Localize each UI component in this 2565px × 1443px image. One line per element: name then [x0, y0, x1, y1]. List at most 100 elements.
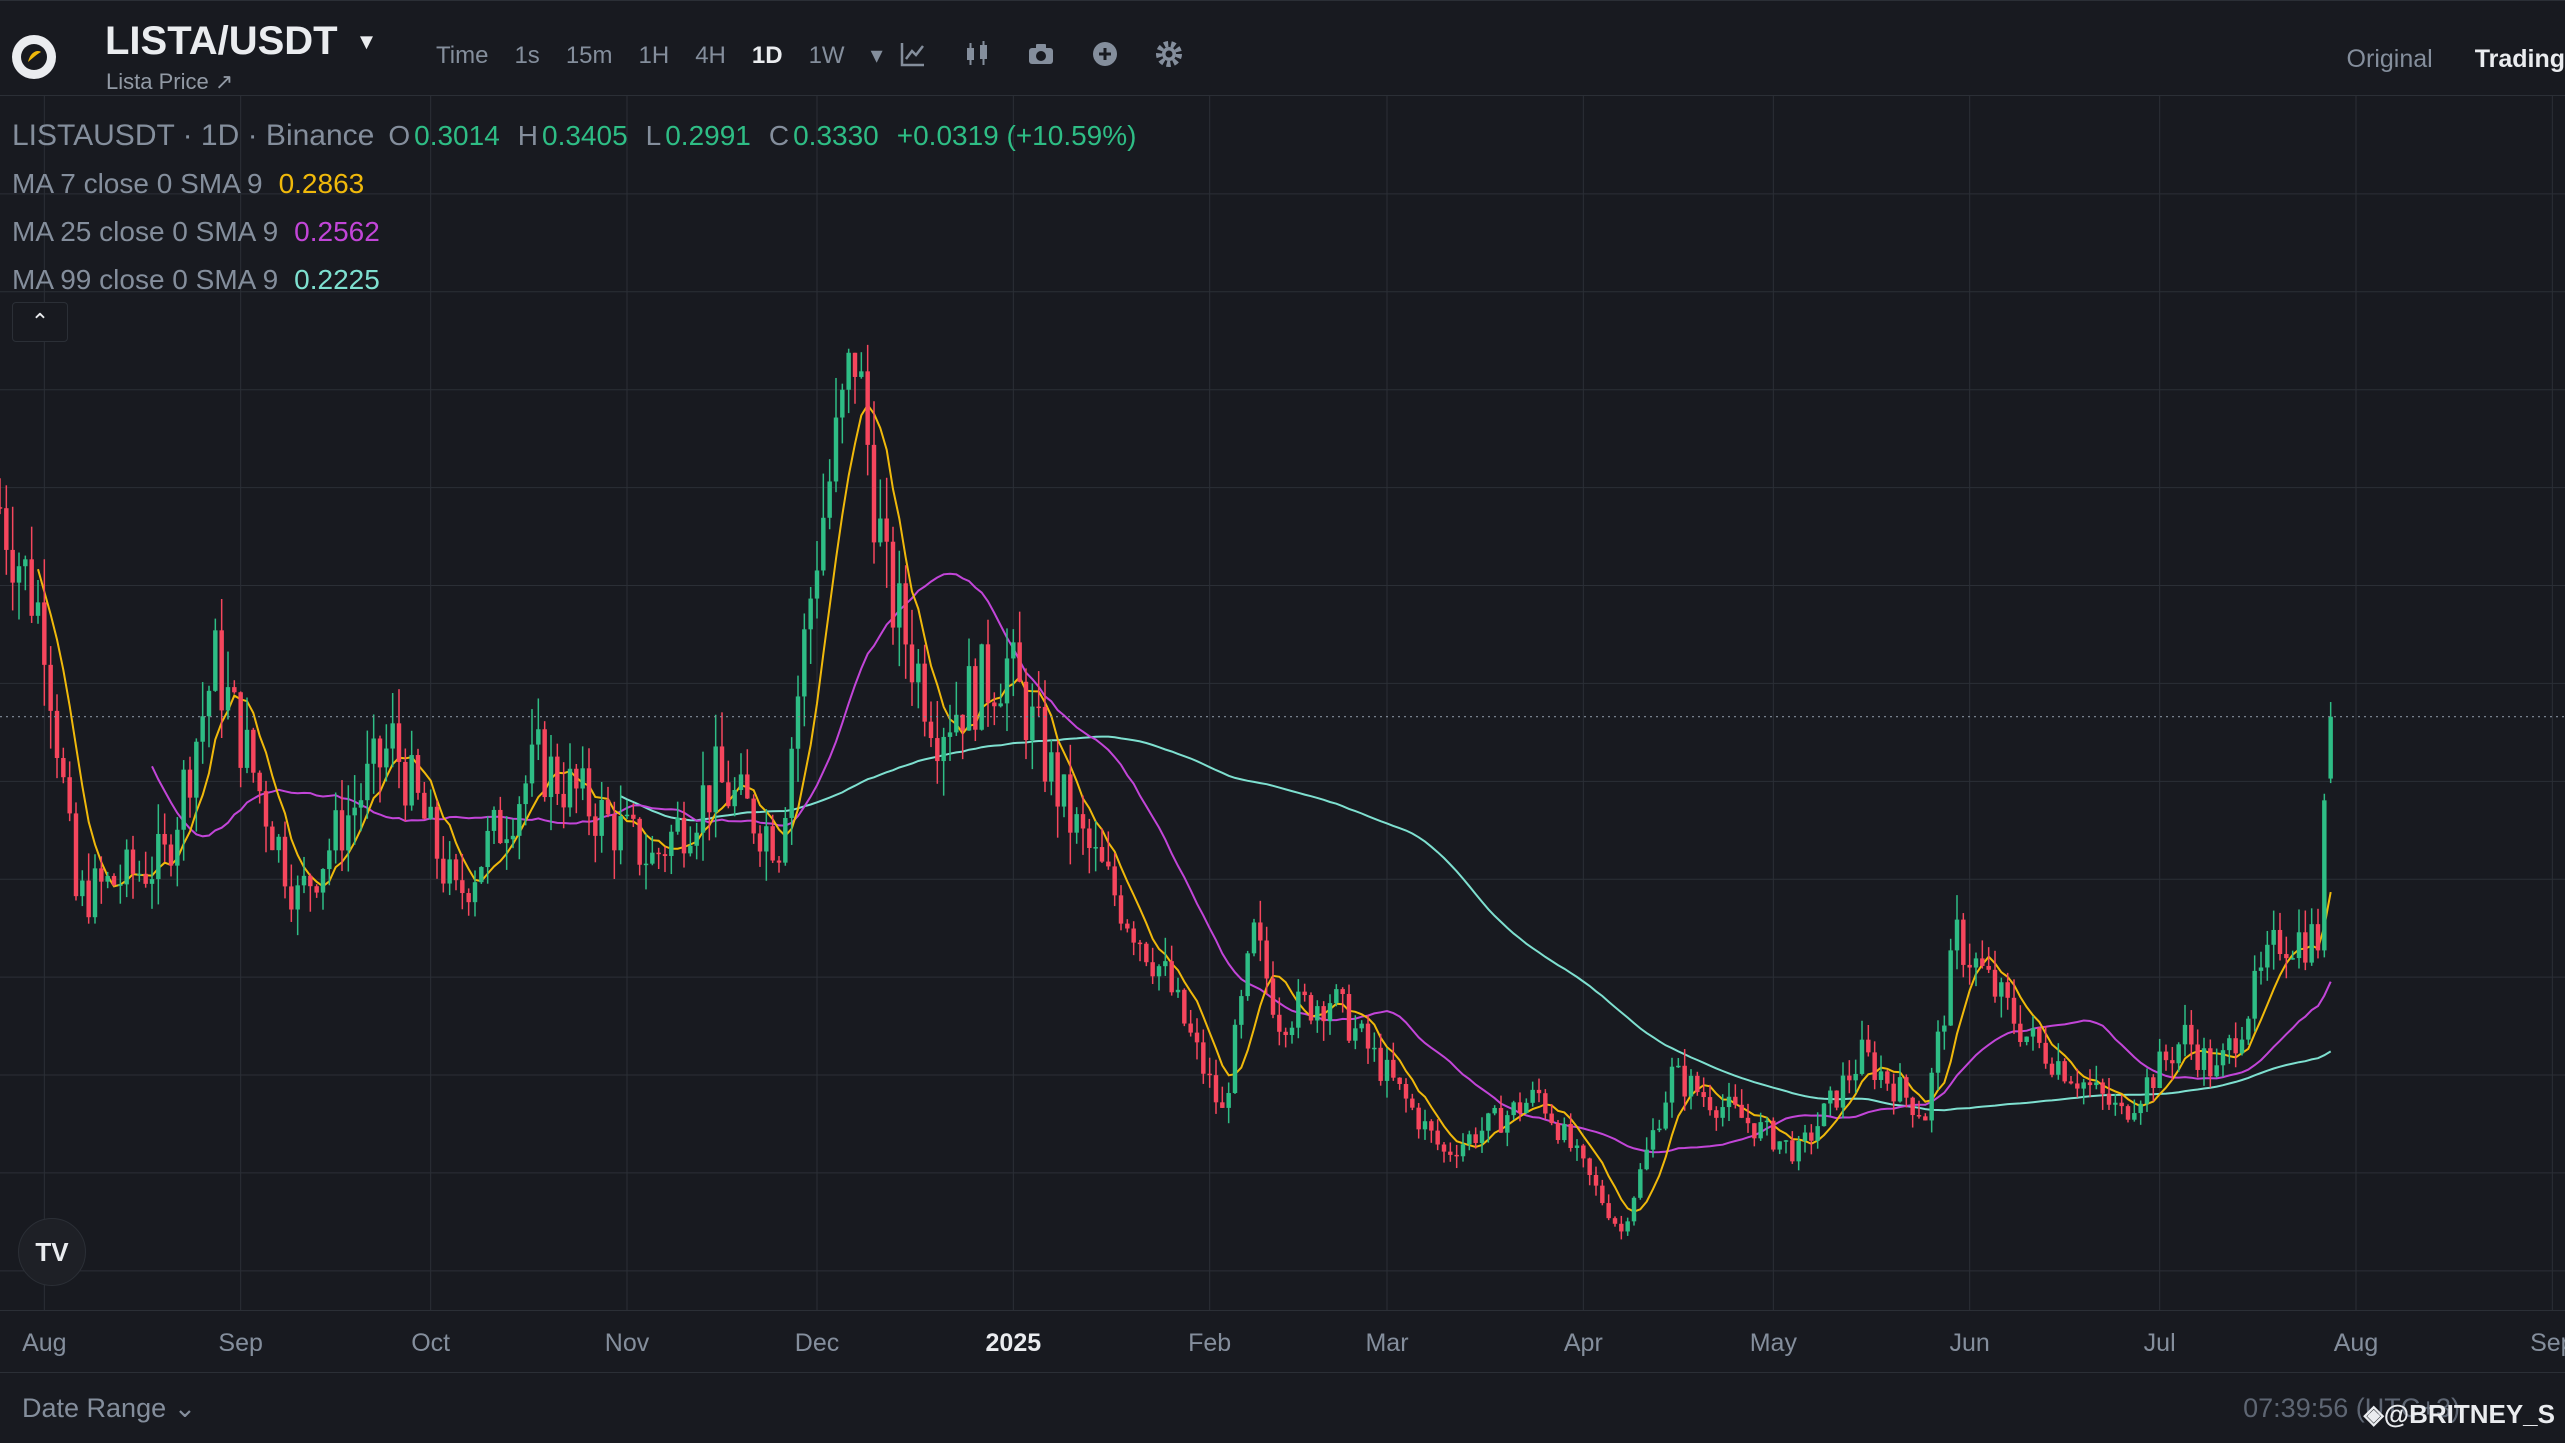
candle-body: [985, 644, 991, 703]
candle-body: [1821, 1103, 1827, 1127]
candle-body: [2309, 924, 2314, 963]
candle-body: [1980, 958, 1985, 966]
candle-body: [1954, 919, 1960, 951]
candle-body: [16, 566, 22, 583]
lista-price-link[interactable]: Lista Price ↗: [106, 69, 234, 94]
tab-original[interactable]: Original: [2346, 45, 2433, 73]
candle-body: [1872, 1052, 1877, 1080]
interval-more-icon[interactable]: ▾: [870, 42, 883, 69]
candlestick-chart[interactable]: [0, 96, 2565, 1310]
view-tabs: Original Trading: [2347, 45, 2565, 74]
candle-body: [1961, 919, 1966, 965]
candle-body: [776, 860, 782, 863]
candle-body: [1042, 706, 1048, 782]
candle-body: [713, 746, 718, 813]
gear-icon[interactable]: [1154, 39, 1184, 69]
interval-4h[interactable]: 4H: [695, 41, 726, 69]
candle-body: [137, 873, 142, 876]
candle-body: [1277, 1014, 1282, 1032]
candle-body: [1106, 861, 1111, 867]
interval-15m[interactable]: 15m: [565, 41, 613, 69]
candle-body: [504, 839, 509, 844]
x-axis-label: Dec: [794, 1329, 840, 1357]
candle-body: [346, 815, 351, 851]
candle-body: [308, 875, 313, 887]
candle-body: [1182, 989, 1187, 1024]
candle-body: [409, 755, 414, 806]
candle-body: [54, 710, 60, 758]
candle-body: [0, 507, 3, 509]
candle-body: [447, 859, 452, 884]
candle-body: [92, 868, 98, 918]
candle-body: [2315, 924, 2321, 951]
add-icon[interactable]: [1090, 39, 1120, 69]
candle-body: [1809, 1132, 1814, 1141]
candle-body: [2125, 1106, 2131, 1120]
candle-body: [833, 417, 839, 482]
camera-icon[interactable]: [1026, 39, 1056, 69]
candle-body: [29, 559, 34, 616]
candle-body: [162, 833, 167, 845]
candle-body: [491, 809, 497, 831]
candle-body: [1973, 958, 1979, 968]
candle-body: [1093, 847, 1098, 849]
candle-body: [2265, 944, 2270, 968]
chart-legend: LISTAUSDT · 1D · Binance O 0.3014 H 0.3405…: [12, 112, 1154, 304]
candle-body: [2005, 982, 2010, 998]
indicator-icon[interactable]: [898, 39, 928, 69]
candle-body: [238, 692, 243, 768]
candle-body: [1517, 1102, 1523, 1113]
tab-trading[interactable]: Trading: [2474, 45, 2565, 73]
low-value: 0.2991: [665, 120, 751, 151]
interval-1w[interactable]: 1W: [808, 41, 845, 69]
candle-type-icon[interactable]: [962, 39, 992, 69]
interval-1d[interactable]: 1D: [751, 41, 783, 69]
candle-body: [1391, 1059, 1396, 1078]
interval-1h[interactable]: 1H: [638, 41, 670, 69]
candle-body: [719, 746, 725, 783]
candle-body: [751, 798, 756, 834]
x-axis-label: Nov: [604, 1329, 650, 1357]
candle-body: [301, 875, 307, 886]
candle-body: [2233, 1038, 2238, 1054]
candle-body: [586, 768, 592, 817]
candle-body: [232, 687, 237, 693]
candle-body: [1828, 1090, 1833, 1104]
candle-body: [2094, 1082, 2099, 1086]
symbol-selector[interactable]: LISTA/USDT ▼: [105, 19, 377, 64]
candle-body: [865, 371, 870, 445]
high-value: 0.3405: [542, 120, 628, 151]
candle-body: [2011, 997, 2017, 1024]
x-axis-label: Jun: [1949, 1329, 1990, 1357]
candle-body: [1790, 1140, 1795, 1162]
candle-body: [1834, 1090, 1839, 1108]
candle-body: [2246, 1018, 2251, 1040]
candle-body: [1847, 1075, 1852, 1081]
interval-1s[interactable]: 1s: [514, 41, 540, 69]
bottom-bar: Date Range ⌄ 07:39:56 (UTC+3) ◈@BRITNEY_…: [0, 1372, 2565, 1443]
x-axis-label: Oct: [411, 1329, 451, 1357]
legend-collapse-button[interactable]: ⌃: [12, 302, 68, 342]
candle-body: [175, 829, 180, 866]
candle-body: [2151, 1077, 2156, 1088]
candle-body: [1239, 996, 1244, 1025]
interval-time[interactable]: Time: [436, 41, 489, 69]
candle-body: [2252, 970, 2257, 1019]
candle-body: [1663, 1102, 1668, 1129]
lista-logo-icon: [12, 35, 56, 79]
candle-body: [1049, 752, 1054, 782]
ma7-line: [37, 403, 2332, 1213]
candle-body: [339, 810, 345, 851]
candle-body: [1631, 1197, 1637, 1222]
candle-body: [2081, 1082, 2086, 1089]
close-value: 0.3330: [793, 120, 879, 151]
candle-body: [1815, 1126, 1820, 1141]
date-range-button[interactable]: Date Range ⌄: [22, 1393, 197, 1423]
candle-body: [884, 518, 889, 542]
ma25-row: MA 25 close 0 SMA 9 0.2562: [12, 208, 1154, 256]
candle-body: [1593, 1175, 1599, 1186]
candle-body: [206, 690, 212, 717]
tradingview-logo-icon[interactable]: TV: [18, 1218, 86, 1286]
candle-body: [662, 854, 668, 857]
candle-body: [1112, 866, 1117, 896]
